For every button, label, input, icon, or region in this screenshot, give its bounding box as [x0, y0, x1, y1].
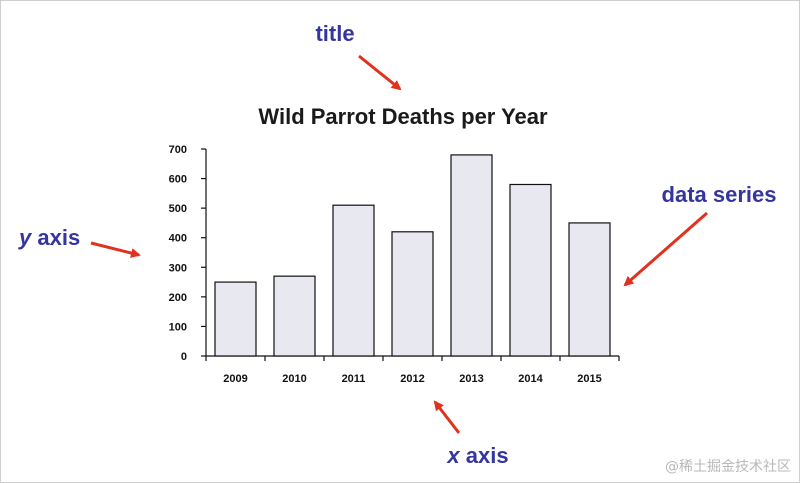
y-tick-label: 600 — [169, 174, 187, 186]
y-tick-label: 400 — [169, 233, 187, 245]
x-axis-annotation-var: x — [446, 443, 460, 468]
chart-title: Wild Parrot Deaths per Year — [258, 104, 548, 129]
y-axis-annotation-var: y — [18, 225, 33, 250]
y-axis-arrow — [90, 241, 141, 258]
bar-2015 — [568, 222, 611, 357]
title-arrow — [358, 54, 402, 91]
data-series-arrow — [623, 211, 708, 287]
bar-2012 — [391, 231, 434, 357]
y-tick-label: 100 — [169, 321, 187, 333]
bar-2013 — [450, 154, 493, 357]
x-tick-label: 2010 — [282, 373, 306, 385]
x-tick-label: 2011 — [342, 373, 366, 385]
y-tick-label: 200 — [169, 292, 187, 304]
x-ticks: 2009 2010 2011 2012 2013 2014 2015 — [205, 356, 620, 385]
x-axis-arrow — [433, 400, 461, 434]
y-axis-annotation-word: axis — [37, 225, 80, 250]
x-axis-annotation-word: axis — [466, 443, 509, 468]
y-axis-annotation: y axis — [18, 225, 80, 250]
x-tick-label: 2013 — [459, 373, 483, 385]
bar-2010 — [273, 275, 316, 357]
bar-2009 — [214, 281, 257, 357]
data-series-annotation: data series — [662, 182, 777, 207]
x-tick-label: 2009 — [223, 373, 247, 385]
y-tick-label: 700 — [169, 144, 187, 156]
bar-2011 — [332, 204, 375, 357]
x-tick-label: 2012 — [400, 373, 424, 385]
y-tick-label: 500 — [169, 203, 187, 215]
bar-2014 — [509, 183, 552, 357]
x-tick-label: 2015 — [577, 373, 601, 385]
title-annotation: title — [315, 21, 354, 46]
y-tick-label: 0 — [181, 351, 187, 363]
y-ticks: 0 100 200 300 400 500 600 700 — [169, 144, 206, 363]
bars — [214, 154, 611, 357]
x-tick-label: 2014 — [518, 373, 543, 385]
y-tick-label: 300 — [169, 262, 187, 274]
watermark: @稀土掘金技术社区 — [665, 459, 791, 475]
x-axis-annotation: x axis — [446, 443, 508, 468]
